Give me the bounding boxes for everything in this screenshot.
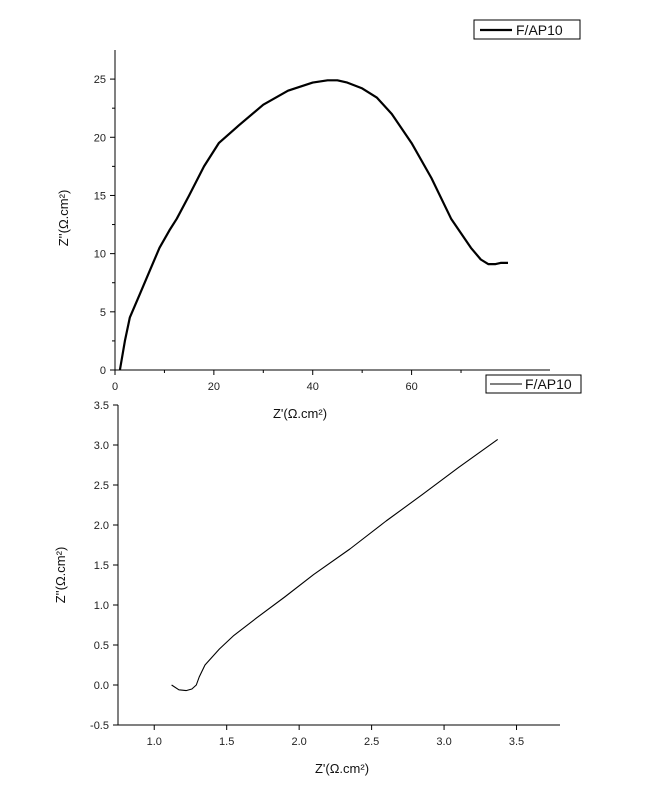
chart-top-y-ticks: 0 5 10 15 20 25: [94, 74, 115, 377]
chart-top-x-axis-label: Z'(Ω.cm²): [273, 406, 327, 421]
chart-top-x-tick-label: 0: [112, 381, 118, 393]
chart-bottom-legend-box: [485, 374, 582, 394]
chart-bottom-legend-label: F/AP10: [525, 376, 572, 392]
chart-bottom-legend: F/AP10: [485, 374, 582, 394]
chart-top-y-axis-label: Z''(Ω.cm²): [56, 190, 71, 247]
chart-top-y-tick-label: 25: [94, 74, 106, 86]
chart-bottom-y-tick-label: 2.5: [94, 480, 109, 492]
chart-top-legend-box: [473, 19, 581, 40]
chart-bottom-y-tick-label: 3.5: [94, 400, 109, 412]
chart-top-x-tick-label: 40: [307, 381, 319, 393]
chart-bottom-x-axis-label: Z'(Ω.cm²): [315, 761, 369, 776]
chart-bottom: 1.0 1.5 2.0 2.5 3.0 3.5 -0.5 0.0 0.5 1.0 1.5 2.0 2.…: [53, 374, 582, 776]
chart-bottom-y-ticks: -0.5 0.0 0.5 1.0 1.5 2.0 2.5 3.0 3.5: [90, 400, 118, 732]
chart-bottom-series-line: [171, 438, 499, 692]
chart-top-series-line: [118, 79, 508, 371]
chart-top-legend: F/AP10: [473, 19, 581, 40]
chart-bottom-y-tick-label: 0.0: [94, 680, 109, 692]
chart-bottom-y-tick-label: -0.5: [90, 720, 109, 732]
chart-bottom-x-tick-label: 2.5: [364, 736, 379, 748]
chart-bottom-y-tick-label: 0.5: [94, 640, 109, 652]
chart-bottom-y-tick-label: 1.5: [94, 560, 109, 572]
chart-top-y-tick-label: 0: [100, 365, 106, 377]
chart-bottom-y-tick-label: 3.0: [94, 440, 109, 452]
chart-bottom-x-tick-label: 1.5: [219, 736, 234, 748]
chart-bottom-x-ticks: 1.0 1.5 2.0 2.5 3.0 3.5: [147, 725, 524, 748]
chart-bottom-y-axis-label: Z''(Ω.cm²): [53, 547, 68, 604]
chart-bottom-y-tick-label: 2.0: [94, 520, 109, 532]
chart-top-y-tick-label: 5: [100, 307, 106, 319]
chart-top-legend-label: F/AP10: [516, 22, 563, 38]
chart-top-x-tick-label: 20: [208, 381, 220, 393]
chart-bottom-x-tick-label: 3.5: [509, 736, 524, 748]
chart-top-x-tick-label: 60: [405, 381, 417, 393]
chart-bottom-x-tick-label: 3.0: [436, 736, 451, 748]
chart-top-y-tick-label: 20: [94, 132, 106, 144]
chart-top-y-tick-label: 10: [94, 249, 106, 261]
chart-bottom-y-tick-label: 1.0: [94, 600, 109, 612]
chart-top-y-tick-label: 15: [94, 190, 106, 202]
chart-top-x-ticks: 0 20 40 60: [112, 370, 462, 393]
chart-bottom-x-tick-label: 2.0: [291, 736, 306, 748]
chart-bottom-x-tick-label: 1.0: [147, 736, 162, 748]
